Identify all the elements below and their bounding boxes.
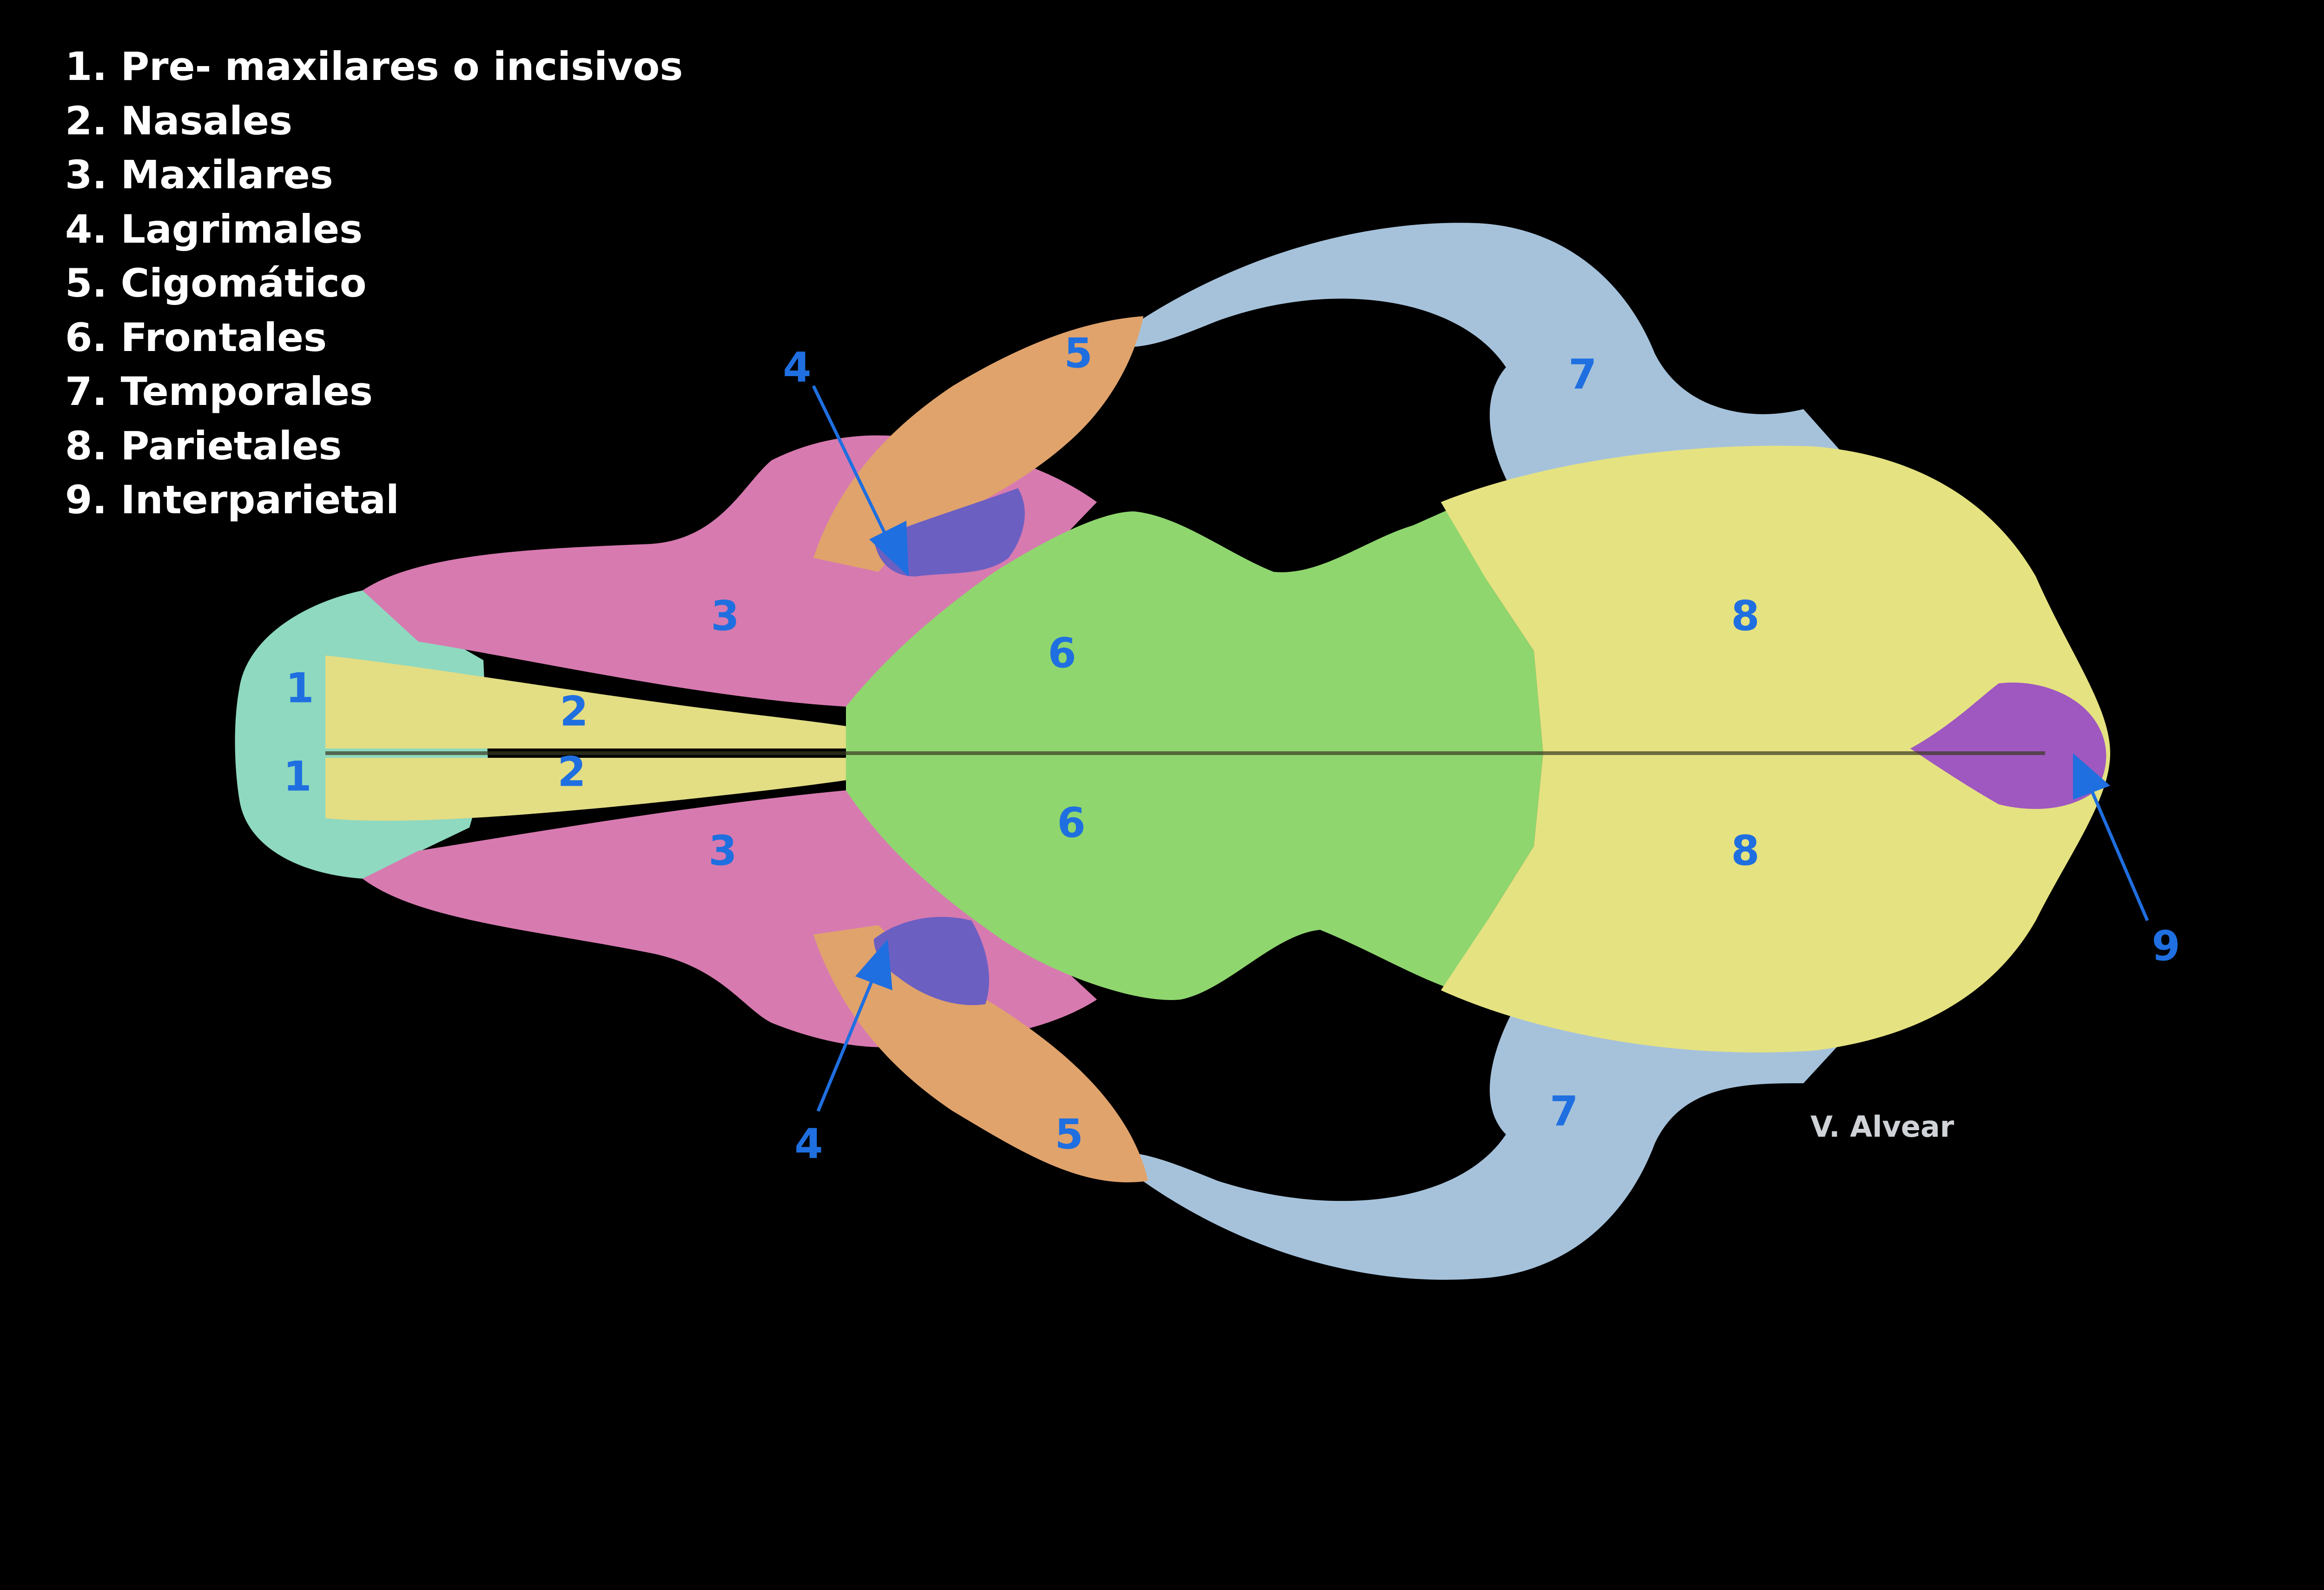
- legend-item: 6. Frontales: [65, 314, 327, 360]
- arrow-lagrimal-top: [812, 385, 909, 576]
- legend-item: 7. Temporales: [65, 369, 373, 414]
- interparietal-bone: [1910, 682, 2106, 809]
- label-maxilar-bottom: 3: [708, 827, 737, 875]
- label-premaxilar-bottom: 1: [283, 753, 311, 801]
- bone-legend: 1. Pre- maxilares o incisivos 2. Nasales 3…: [65, 40, 683, 527]
- arrow-lagrimal-bottom: [816, 939, 892, 1112]
- cigomatico-bone-bottom: [813, 925, 1148, 1183]
- label-cigomatico-bottom: 5: [1055, 1111, 1083, 1159]
- label-temporal-top: 7: [1568, 351, 1597, 398]
- label-parietal-top: 8: [1731, 592, 1759, 640]
- label-nasal-top: 2: [560, 688, 588, 735]
- legend-item: 3. Maxilares: [65, 152, 333, 198]
- lagrimal-bone-bottom: [874, 917, 990, 1005]
- arrow-interparietal: [2073, 753, 2149, 921]
- label-lagrimal-bottom: 4: [794, 1120, 823, 1168]
- author-credit: V. Alvear: [1810, 1110, 1954, 1144]
- cigomatico-bone-top: [813, 316, 1143, 572]
- legend-item: 9. Interparietal: [65, 477, 399, 523]
- label-cigomatico-top: 5: [1064, 330, 1092, 378]
- label-nasal-bottom: 2: [557, 748, 586, 796]
- label-interparietal: 9: [2152, 922, 2180, 970]
- label-premaxilar-top: 1: [285, 664, 314, 712]
- legend-item: 4. Lagrimales: [65, 206, 363, 252]
- lagrimal-bone-top: [874, 488, 1025, 576]
- legend-item: 2. Nasales: [65, 98, 293, 144]
- label-lagrimal-top: 4: [783, 344, 811, 391]
- nasal-bone-bottom: [325, 758, 957, 821]
- label-temporal-bottom: 7: [1550, 1087, 1578, 1135]
- nasal-bone-top: [325, 656, 957, 749]
- legend-item: 8. Parietales: [65, 423, 342, 469]
- label-frontal-bottom: 6: [1057, 799, 1085, 847]
- label-frontal-top: 6: [1048, 629, 1076, 677]
- legend-item: 5. Cigomático: [65, 260, 367, 306]
- legend-item: 1. Pre- maxilares o incisivos: [65, 44, 683, 89]
- label-maxilar-top: 3: [711, 592, 739, 640]
- label-parietal-bottom: 8: [1731, 827, 1759, 875]
- parietal-bone: [1441, 445, 2110, 1053]
